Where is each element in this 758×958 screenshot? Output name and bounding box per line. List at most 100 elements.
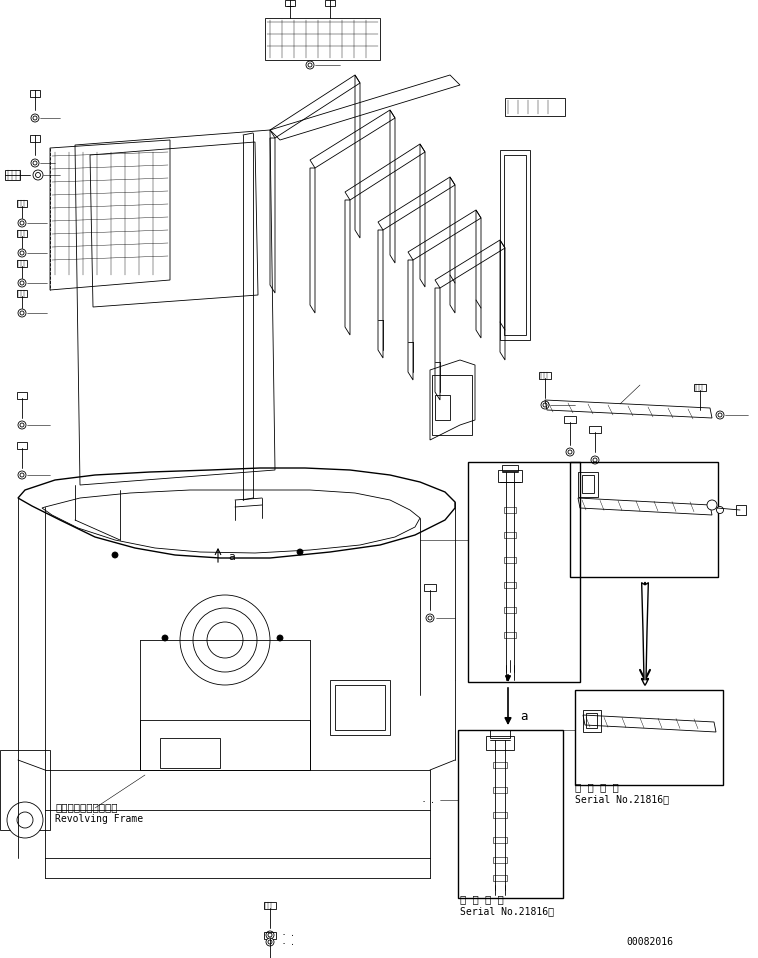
Bar xyxy=(17,260,27,267)
Circle shape xyxy=(18,421,26,429)
Bar xyxy=(500,150,530,340)
Bar xyxy=(30,135,40,142)
Bar xyxy=(493,812,507,818)
Text: - .: - . xyxy=(422,798,435,804)
Bar xyxy=(504,632,516,638)
Bar xyxy=(432,375,472,435)
Bar xyxy=(582,475,594,493)
Circle shape xyxy=(20,221,24,225)
Circle shape xyxy=(112,552,118,558)
Circle shape xyxy=(17,812,33,828)
Circle shape xyxy=(162,635,168,641)
Bar xyxy=(575,690,723,785)
Circle shape xyxy=(180,595,270,685)
Bar xyxy=(504,507,516,513)
Circle shape xyxy=(20,473,24,477)
Bar xyxy=(17,200,27,207)
Circle shape xyxy=(20,423,24,427)
Bar xyxy=(265,18,380,60)
Bar xyxy=(325,0,335,6)
Circle shape xyxy=(716,507,723,513)
Bar xyxy=(424,584,436,591)
Circle shape xyxy=(593,458,597,462)
Circle shape xyxy=(428,616,432,620)
Bar xyxy=(17,392,27,399)
Bar xyxy=(335,685,385,730)
Bar xyxy=(578,472,598,497)
Circle shape xyxy=(7,802,43,838)
Circle shape xyxy=(18,471,26,479)
Circle shape xyxy=(18,309,26,317)
Bar xyxy=(504,607,516,613)
Circle shape xyxy=(36,172,40,177)
Bar xyxy=(694,384,706,391)
Circle shape xyxy=(207,622,243,658)
Text: レボルビングフレーム: レボルビングフレーム xyxy=(55,802,117,812)
Bar xyxy=(493,837,507,843)
Bar xyxy=(570,462,718,577)
Bar xyxy=(468,462,580,682)
Bar xyxy=(502,465,518,471)
Bar xyxy=(285,0,295,6)
Circle shape xyxy=(18,219,26,227)
Bar xyxy=(583,710,601,732)
Bar xyxy=(17,230,27,237)
Text: - .: - . xyxy=(282,940,295,946)
Bar xyxy=(435,395,450,420)
Bar xyxy=(264,902,276,909)
Bar xyxy=(493,875,507,881)
Circle shape xyxy=(33,170,43,180)
Circle shape xyxy=(306,61,314,69)
Text: - .: - . xyxy=(282,931,295,937)
Bar xyxy=(589,426,601,433)
Circle shape xyxy=(18,249,26,257)
Bar xyxy=(504,582,516,588)
Circle shape xyxy=(268,933,272,937)
Circle shape xyxy=(268,940,272,944)
Bar xyxy=(586,713,597,728)
Bar xyxy=(504,532,516,538)
Text: 適 用 号 機: 適 用 号 機 xyxy=(460,894,504,904)
Circle shape xyxy=(707,500,717,510)
Bar xyxy=(17,442,27,449)
Bar xyxy=(486,736,514,750)
Bar xyxy=(493,762,507,768)
Bar xyxy=(160,738,220,768)
Bar xyxy=(564,416,576,423)
Circle shape xyxy=(20,281,24,285)
Text: 00082016: 00082016 xyxy=(627,937,674,947)
Bar xyxy=(493,787,507,793)
Bar xyxy=(505,98,565,116)
Circle shape xyxy=(31,159,39,167)
Bar xyxy=(504,155,526,335)
Circle shape xyxy=(541,401,549,409)
Bar xyxy=(504,557,516,563)
Bar xyxy=(493,857,507,863)
Circle shape xyxy=(566,448,574,456)
Text: Revolving Frame: Revolving Frame xyxy=(55,814,143,824)
Circle shape xyxy=(266,931,274,939)
Circle shape xyxy=(426,614,434,622)
Bar xyxy=(330,680,390,735)
Text: 適 用 号 機: 適 用 号 機 xyxy=(575,782,619,792)
Bar xyxy=(17,290,27,297)
Bar xyxy=(264,932,276,939)
Circle shape xyxy=(193,608,257,672)
Circle shape xyxy=(266,938,274,946)
Circle shape xyxy=(716,411,724,419)
Bar xyxy=(490,730,510,738)
Text: a: a xyxy=(520,710,528,723)
Circle shape xyxy=(18,279,26,287)
Text: Serial No.21816～: Serial No.21816～ xyxy=(575,794,669,804)
Circle shape xyxy=(33,116,37,120)
Text: Serial No.21816～: Serial No.21816～ xyxy=(460,906,554,916)
Circle shape xyxy=(543,403,547,407)
Bar xyxy=(0,750,50,830)
Bar xyxy=(736,505,746,515)
Text: a: a xyxy=(228,552,235,562)
Circle shape xyxy=(33,161,37,165)
Circle shape xyxy=(297,549,303,555)
Bar xyxy=(458,730,563,898)
Circle shape xyxy=(20,311,24,315)
Circle shape xyxy=(31,114,39,122)
